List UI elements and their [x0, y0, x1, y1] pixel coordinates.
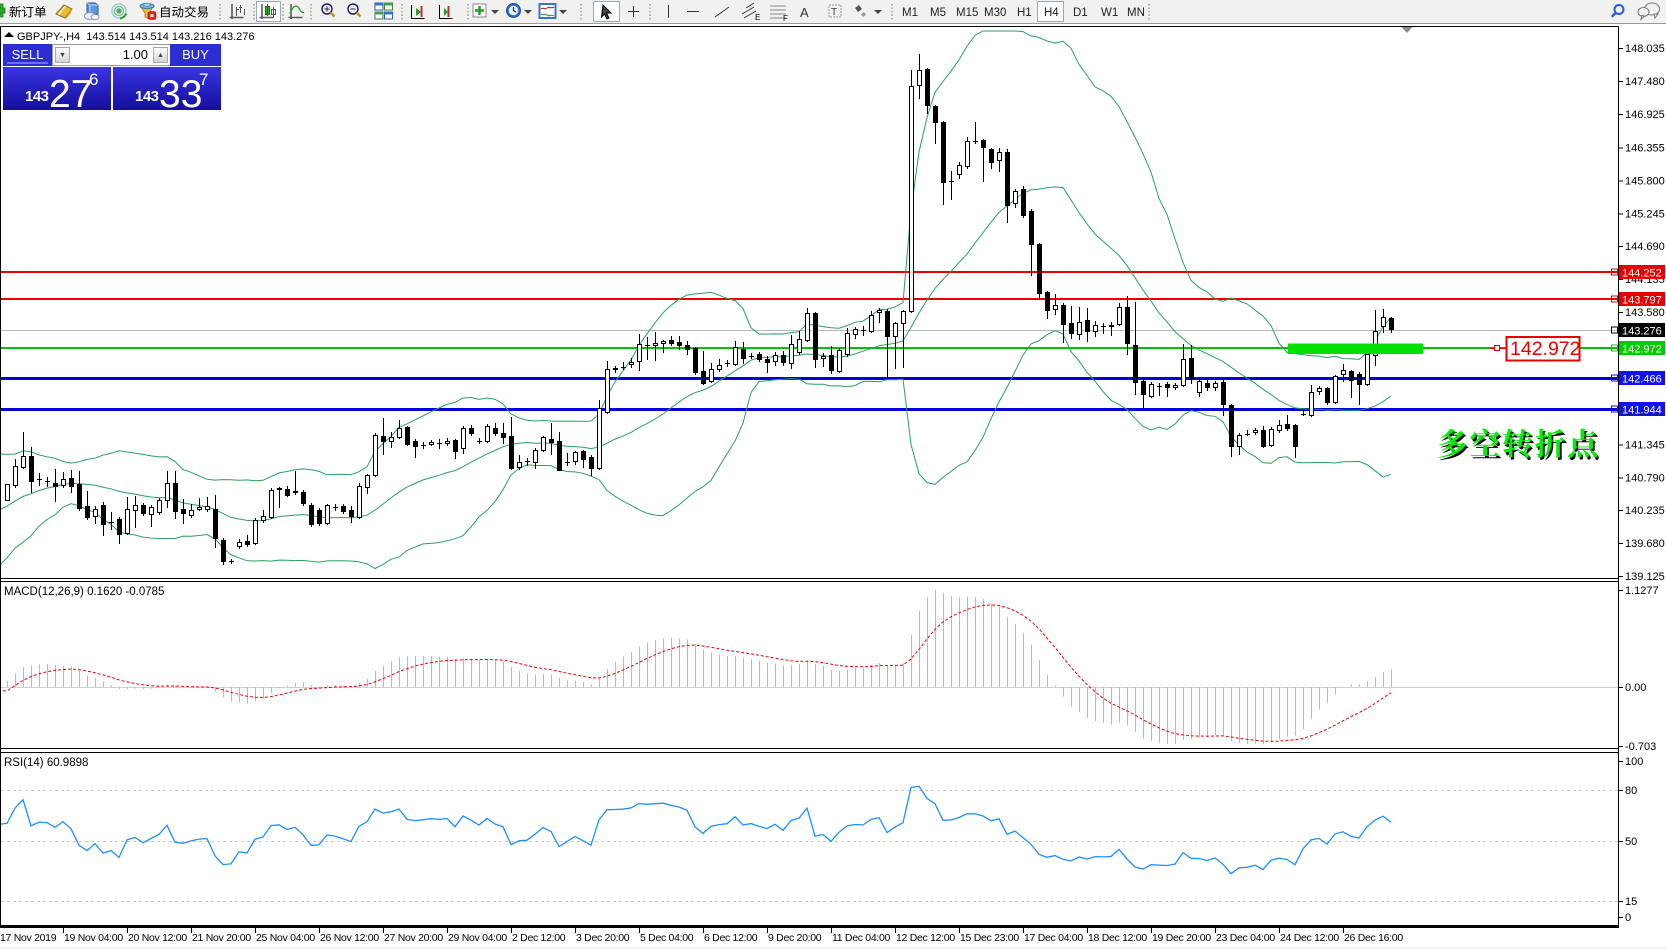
svg-text:140.235: 140.235: [1625, 505, 1665, 517]
svg-text:MN: MN: [1127, 7, 1145, 19]
svg-text:H4: H4: [1044, 7, 1059, 19]
svg-text:27 Nov 20:00: 27 Nov 20:00: [384, 932, 443, 944]
svg-text:15: 15: [1625, 896, 1637, 908]
svg-text:50: 50: [1625, 836, 1637, 848]
svg-text:5 Dec 04:00: 5 Dec 04:00: [640, 932, 694, 944]
svg-text:11 Dec 04:00: 11 Dec 04:00: [832, 932, 891, 944]
svg-text:3 Dec 20:00: 3 Dec 20:00: [576, 932, 630, 944]
svg-text:GBPJPY-,H4 143.514 143.514 14: GBPJPY-,H4 143.514 143.514 143.216 143.2…: [17, 31, 255, 43]
svg-text:139.125: 139.125: [1625, 571, 1665, 583]
svg-text:-0.703: -0.703: [1625, 741, 1656, 753]
svg-text:143.580: 143.580: [1625, 307, 1665, 319]
svg-text:139.680: 139.680: [1625, 538, 1665, 550]
svg-text:17 Dec 04:00: 17 Dec 04:00: [1024, 932, 1083, 944]
svg-text:148.035: 148.035: [1625, 43, 1665, 55]
svg-text:15 Dec 23:00: 15 Dec 23:00: [960, 932, 1019, 944]
svg-text:100: 100: [1625, 756, 1643, 768]
svg-text:29 Nov 04:00: 29 Nov 04:00: [448, 932, 507, 944]
svg-text:143.276: 143.276: [1622, 326, 1662, 338]
svg-text:26 Nov 12:00: 26 Nov 12:00: [320, 932, 379, 944]
svg-text:0: 0: [1625, 912, 1631, 924]
svg-text:19 Dec 20:00: 19 Dec 20:00: [1152, 932, 1211, 944]
svg-text:80: 80: [1625, 785, 1637, 797]
svg-text:1.1277: 1.1277: [1625, 585, 1659, 597]
svg-text:141.915: 141.915: [1625, 406, 1665, 418]
svg-text:12 Dec 12:00: 12 Dec 12:00: [896, 932, 955, 944]
svg-text:19 Nov 04:00: 19 Nov 04:00: [64, 932, 123, 944]
svg-text:RSI(14) 60.9898: RSI(14) 60.9898: [4, 757, 88, 769]
svg-text:18 Dec 12:00: 18 Dec 12:00: [1088, 932, 1147, 944]
svg-text:143.797: 143.797: [1622, 295, 1662, 307]
svg-text:E: E: [755, 13, 760, 22]
svg-text:25 Nov 04:00: 25 Nov 04:00: [256, 932, 315, 944]
svg-text:A: A: [800, 5, 809, 20]
svg-text:MACD(12,26,9) 0.1620 -0.0785: MACD(12,26,9) 0.1620 -0.0785: [4, 586, 164, 598]
svg-text:H1: H1: [1017, 7, 1032, 19]
svg-text:142.972: 142.972: [1622, 344, 1662, 356]
svg-text:M30: M30: [984, 7, 1006, 19]
svg-text:145.800: 145.800: [1625, 175, 1665, 187]
svg-text:147.480: 147.480: [1625, 76, 1665, 88]
svg-text:142.466: 142.466: [1622, 374, 1662, 386]
svg-text:24 Dec 12:00: 24 Dec 12:00: [1280, 932, 1339, 944]
svg-text:21 Nov 20:00: 21 Nov 20:00: [192, 932, 251, 944]
svg-text:142.972: 142.972: [1510, 338, 1581, 360]
svg-text:F: F: [783, 14, 788, 23]
svg-text:23 Dec 04:00: 23 Dec 04:00: [1216, 932, 1275, 944]
svg-text:145.245: 145.245: [1625, 208, 1665, 220]
svg-text:M15: M15: [956, 7, 978, 19]
svg-text:T: T: [831, 7, 837, 18]
svg-text:146.925: 146.925: [1625, 109, 1665, 121]
svg-text:2 Dec 12:00: 2 Dec 12:00: [512, 932, 566, 944]
svg-text:9 Dec 20:00: 9 Dec 20:00: [768, 932, 822, 944]
svg-text:20 Nov 12:00: 20 Nov 12:00: [128, 932, 187, 944]
svg-text:146.355: 146.355: [1625, 143, 1665, 155]
svg-text:W1: W1: [1101, 7, 1118, 19]
svg-text:M5: M5: [930, 7, 946, 19]
svg-text:M1: M1: [902, 7, 918, 19]
svg-text:140.790: 140.790: [1625, 472, 1665, 484]
svg-text:D1: D1: [1073, 7, 1088, 19]
svg-text:17 Nov 2019: 17 Nov 2019: [0, 932, 57, 944]
svg-text:6 Dec 12:00: 6 Dec 12:00: [704, 932, 758, 944]
svg-text:144.252: 144.252: [1622, 268, 1662, 280]
svg-text:141.345: 141.345: [1625, 439, 1665, 451]
svg-text:26 Dec 16:00: 26 Dec 16:00: [1344, 932, 1403, 944]
svg-text:141.944: 141.944: [1622, 405, 1662, 417]
svg-text:144.690: 144.690: [1625, 241, 1665, 253]
svg-text:0.00: 0.00: [1625, 682, 1646, 694]
